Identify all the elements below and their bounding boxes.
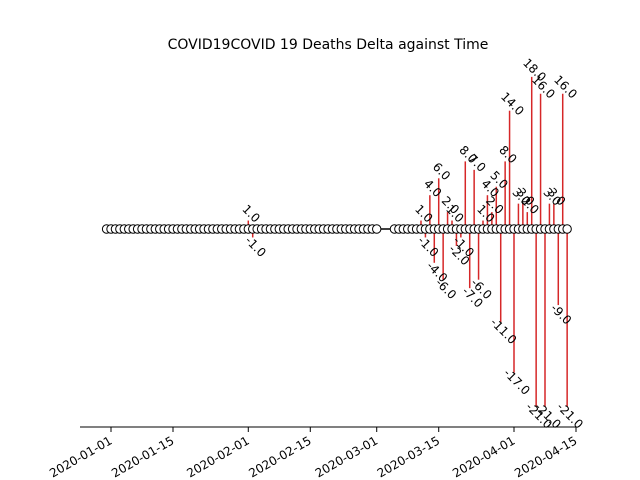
x-tick-label: 2020-01-01: [47, 433, 114, 480]
data-label: 8.0: [496, 143, 519, 166]
x-tick-label: 2020-02-15: [246, 433, 313, 480]
data-label: 16.0: [551, 73, 580, 102]
x-tick-label: 2020-04-15: [512, 433, 579, 480]
data-label: -9.0: [548, 301, 574, 327]
x-tick-label: 2020-03-15: [375, 433, 442, 480]
data-label: -1.0: [415, 233, 441, 259]
chart-title: COVID19COVID 19 Deaths Delta against Tim…: [168, 37, 489, 53]
point-marker: [372, 224, 382, 234]
data-label: 1.0: [239, 202, 262, 225]
point-markers: [101, 224, 572, 234]
data-labels: 1.0-1.01.0-1.04.0-4.06.0-6.02.01.0-2.0-1…: [239, 56, 585, 432]
data-label: -17.0: [501, 366, 533, 398]
x-tick-label: 2020-02-01: [184, 433, 251, 480]
data-label: 16.0: [529, 73, 558, 102]
stem-lines: [247, 76, 568, 407]
data-label: -1.0: [242, 233, 268, 259]
data-label: 1.0: [412, 202, 435, 225]
point-marker: [562, 224, 572, 234]
data-label: 14.0: [498, 89, 527, 118]
x-tick-label: 2020-01-15: [109, 433, 176, 480]
x-tick-label: 2020-03-01: [313, 433, 380, 480]
x-tick-label: 2020-04-01: [450, 433, 517, 480]
